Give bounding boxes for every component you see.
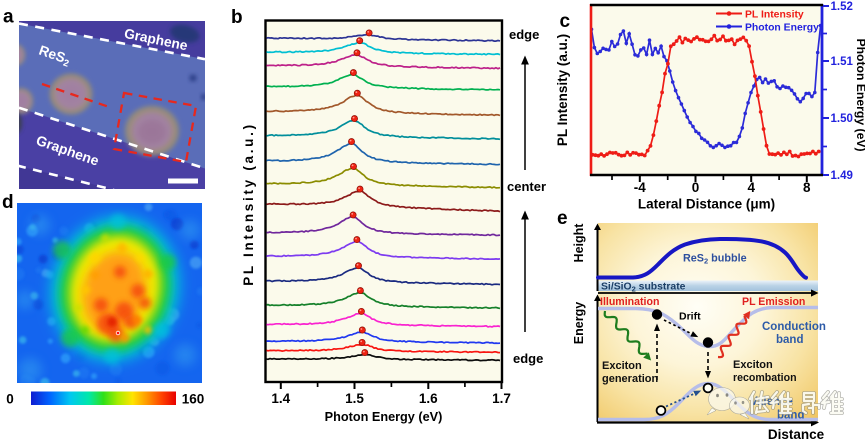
svg-text:Exciton: Exciton [602, 360, 642, 372]
svg-text:1.7: 1.7 [492, 391, 511, 406]
svg-text:Photon Energy (eV): Photon Energy (eV) [325, 410, 443, 424]
svg-text:e: e [557, 208, 568, 229]
svg-text:d: d [2, 192, 14, 213]
svg-text:0: 0 [6, 392, 14, 407]
svg-text:center: center [507, 179, 546, 194]
svg-text:1.50: 1.50 [831, 113, 853, 125]
svg-text:1.52: 1.52 [831, 1, 853, 13]
svg-text:Photon Energy: Photon Energy [745, 23, 819, 34]
svg-text:PL Intensity: PL Intensity [745, 10, 804, 21]
svg-text:Si/SiO2 substrate: Si/SiO2 substrate [601, 282, 686, 294]
svg-text:0: 0 [692, 180, 700, 195]
svg-text:Conduction: Conduction [762, 321, 826, 333]
svg-text:Lateral Distance (μm): Lateral Distance (μm) [638, 197, 775, 212]
svg-text:edge: edge [509, 27, 539, 42]
svg-text:-4: -4 [634, 180, 646, 195]
svg-text:1.49: 1.49 [831, 170, 853, 182]
svg-text:1.5: 1.5 [345, 391, 364, 406]
svg-text:1.4: 1.4 [271, 391, 290, 406]
svg-text:Distance: Distance [768, 427, 825, 441]
svg-text:recombation: recombation [733, 372, 797, 384]
svg-text:Photon Energy (eV): Photon Energy (eV) [854, 38, 865, 151]
svg-text:PL Intensity (a.u.): PL Intensity (a.u.) [555, 34, 570, 146]
svg-text:160: 160 [182, 392, 205, 407]
svg-text:PL Intensity (a.u.): PL Intensity (a.u.) [241, 122, 256, 286]
svg-text:8: 8 [803, 180, 811, 195]
svg-text:b: b [231, 7, 243, 28]
svg-text:Exciton: Exciton [733, 359, 773, 371]
svg-text:Energy: Energy [572, 302, 586, 344]
svg-text:ReS2 bubble: ReS2 bubble [683, 253, 747, 266]
svg-text:band: band [776, 334, 803, 346]
svg-text:Drift: Drift [679, 311, 701, 323]
svg-text:c: c [560, 11, 571, 32]
svg-text:1.51: 1.51 [831, 56, 854, 68]
svg-text:Height: Height [572, 223, 586, 263]
svg-text:Illumination: Illumination [600, 296, 659, 308]
svg-text:a: a [3, 7, 14, 28]
svg-text:PL Emission: PL Emission [742, 296, 805, 308]
svg-text:edge: edge [513, 351, 543, 366]
svg-text:generation: generation [602, 373, 659, 385]
svg-text:1.6: 1.6 [419, 391, 438, 406]
svg-text:4: 4 [747, 180, 755, 195]
